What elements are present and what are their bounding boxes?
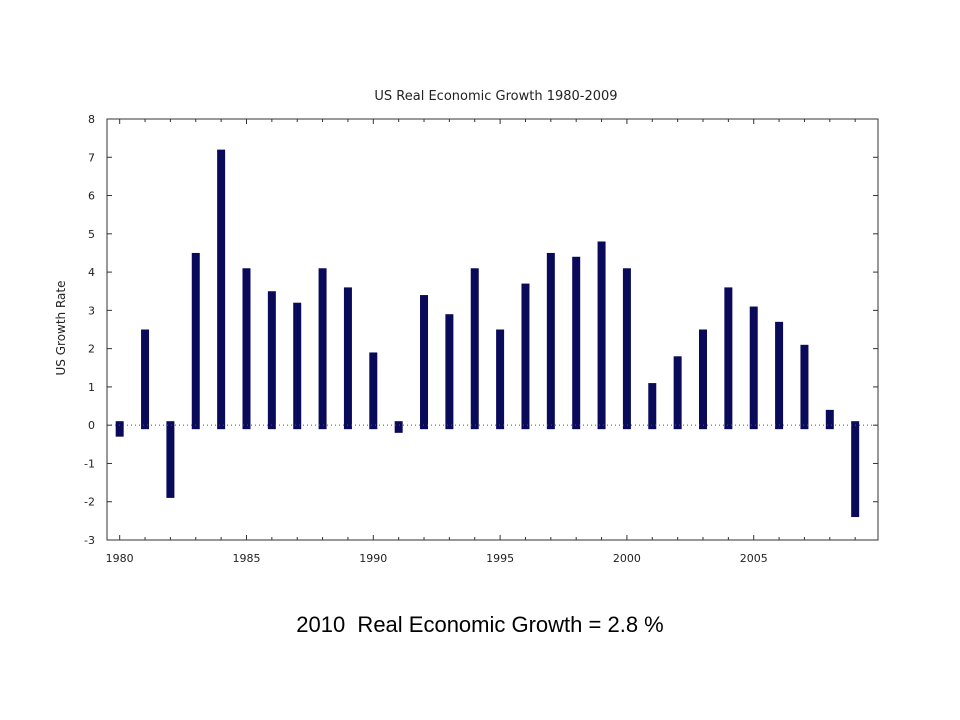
chart-title: US Real Economic Growth 1980-2009 xyxy=(374,89,617,104)
bar-1992 xyxy=(420,295,429,430)
bar-2001 xyxy=(648,383,657,430)
bar-1996 xyxy=(521,283,530,430)
bar-2000 xyxy=(622,268,631,430)
y-tick-label: -2 xyxy=(84,496,95,509)
y-tick-label: -3 xyxy=(84,534,95,547)
y-tick-label: 2 xyxy=(88,343,95,356)
bar-2009 xyxy=(851,421,860,518)
y-tick-label: -1 xyxy=(84,457,95,470)
y-axis-label: US Growth Rate xyxy=(54,281,68,376)
bar-1999 xyxy=(597,241,606,430)
bar-2005 xyxy=(749,306,758,430)
bar-1980 xyxy=(115,421,124,437)
bar-1982 xyxy=(166,421,175,498)
bar-1983 xyxy=(191,252,200,430)
bar-1985 xyxy=(242,268,251,430)
y-tick-label: 4 xyxy=(88,266,95,279)
axis-layer: -3 -2 -1 0 1 2 3 4 5 6 7 8 1980 1985 1990 1995 2000 2005 xyxy=(84,113,879,565)
bar-1981 xyxy=(141,329,150,430)
bar-1990 xyxy=(369,352,378,430)
bar-1987 xyxy=(293,302,302,430)
bar-chart: US Real Economic Growth 1980-2009 US Gro… xyxy=(54,89,879,565)
bar-1994 xyxy=(470,268,479,430)
x-tick-label: 2000 xyxy=(613,552,641,565)
bar-1986 xyxy=(267,291,276,430)
y-tick-label: 5 xyxy=(88,228,95,241)
x-tick-label: 2005 xyxy=(740,552,768,565)
x-tick-label: 1990 xyxy=(359,552,387,565)
bar-2004 xyxy=(724,287,733,430)
y-tick-label: 3 xyxy=(88,304,95,317)
y-tick-label: 1 xyxy=(88,381,95,394)
y-tick-label: 8 xyxy=(88,113,95,126)
growth-caption: 2010 Real Economic Growth = 2.8 % xyxy=(296,612,664,637)
bar-1997 xyxy=(546,252,555,430)
x-tick-label: 1995 xyxy=(486,552,514,565)
bar-2003 xyxy=(699,329,708,430)
x-tick-label: 1985 xyxy=(232,552,260,565)
bar-2002 xyxy=(673,356,682,430)
y-tick-label: 0 xyxy=(88,419,95,432)
bar-1995 xyxy=(496,329,505,430)
y-tick-label: 7 xyxy=(88,151,95,164)
bar-1989 xyxy=(343,287,352,430)
bar-2006 xyxy=(775,321,784,430)
bar-1984 xyxy=(217,149,226,430)
bar-1998 xyxy=(572,256,581,430)
y-tick-label: 6 xyxy=(88,190,95,203)
bar-1991 xyxy=(394,421,403,433)
bar-1988 xyxy=(318,268,327,430)
bar-2008 xyxy=(825,409,834,430)
x-tick-label: 1980 xyxy=(106,552,134,565)
bars-layer xyxy=(115,149,860,518)
bar-2007 xyxy=(800,344,809,430)
bar-1993 xyxy=(445,314,454,430)
plot-frame xyxy=(106,118,879,541)
